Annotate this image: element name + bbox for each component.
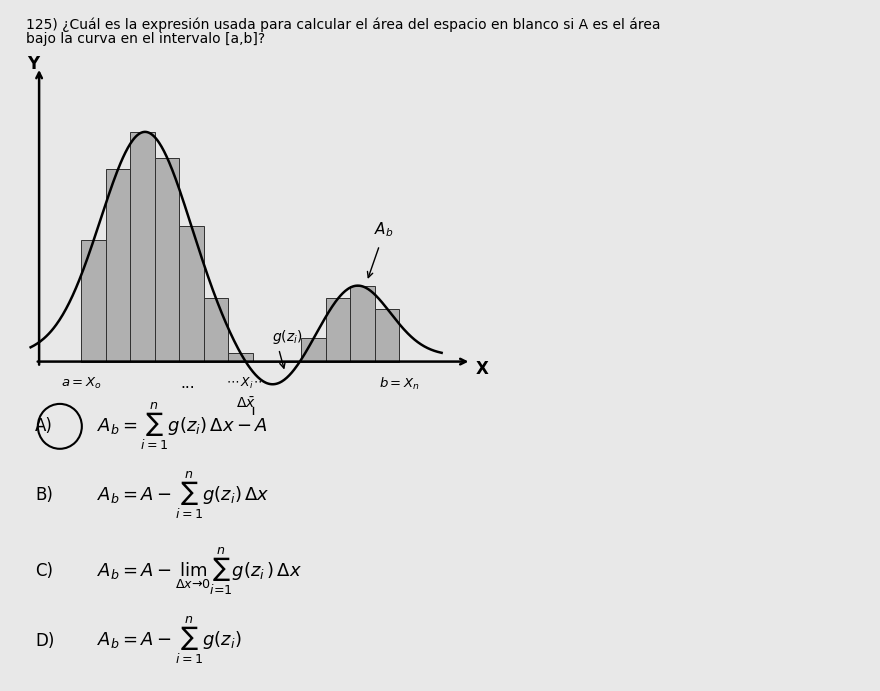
Text: $A_b = A - \sum_{i=1}^{n}g(z_i)\,\Delta x$: $A_b = A - \sum_{i=1}^{n}g(z_i)\,\Delta …	[97, 470, 269, 521]
Bar	[82, 240, 106, 361]
Text: $\Delta \bar{x}$: $\Delta \bar{x}$	[237, 396, 256, 410]
Bar	[375, 309, 400, 361]
Text: A): A)	[35, 417, 53, 435]
Text: $g(z_i)$: $g(z_i)$	[272, 328, 303, 346]
Text: ...: ...	[180, 377, 194, 391]
Text: $b=X_n$: $b=X_n$	[378, 377, 420, 392]
Bar	[130, 132, 155, 361]
Bar	[155, 158, 180, 361]
Text: Y: Y	[26, 55, 39, 73]
Text: $a=X_o$: $a=X_o$	[61, 377, 102, 391]
Text: $\cdots\, X_i \,\cdots$: $\cdots\, X_i \,\cdots$	[226, 377, 267, 391]
Text: B): B)	[35, 486, 53, 504]
Text: C): C)	[35, 562, 53, 580]
Bar	[302, 338, 326, 361]
Text: $A_b = A - \lim_{\Delta x\to 0}\sum_{i=1}^{n}g(z_i)\,\Delta x$: $A_b = A - \lim_{\Delta x\to 0}\sum_{i=1…	[97, 546, 302, 597]
Text: $A_b$: $A_b$	[374, 220, 393, 239]
Text: 125) ¿Cuál es la expresión usada para calcular el área del espacio en blanco si : 125) ¿Cuál es la expresión usada para ca…	[26, 17, 661, 32]
Bar	[203, 299, 228, 361]
Bar	[228, 352, 253, 361]
Bar	[326, 299, 350, 361]
Text: X: X	[475, 359, 488, 378]
Text: bajo la curva en el intervalo [a,b]?: bajo la curva en el intervalo [a,b]?	[26, 32, 266, 46]
Text: $A_b = A - \sum_{i=1}^{n}g(z_i)$: $A_b = A - \sum_{i=1}^{n}g(z_i)$	[97, 615, 241, 666]
Text: D): D)	[35, 632, 55, 650]
Bar	[350, 286, 375, 361]
Bar	[106, 169, 130, 361]
Text: $A_b = \sum_{i=1}^{n}g(z_i)\,\Delta x - A$: $A_b = \sum_{i=1}^{n}g(z_i)\,\Delta x - …	[97, 401, 268, 452]
Bar	[180, 226, 203, 361]
